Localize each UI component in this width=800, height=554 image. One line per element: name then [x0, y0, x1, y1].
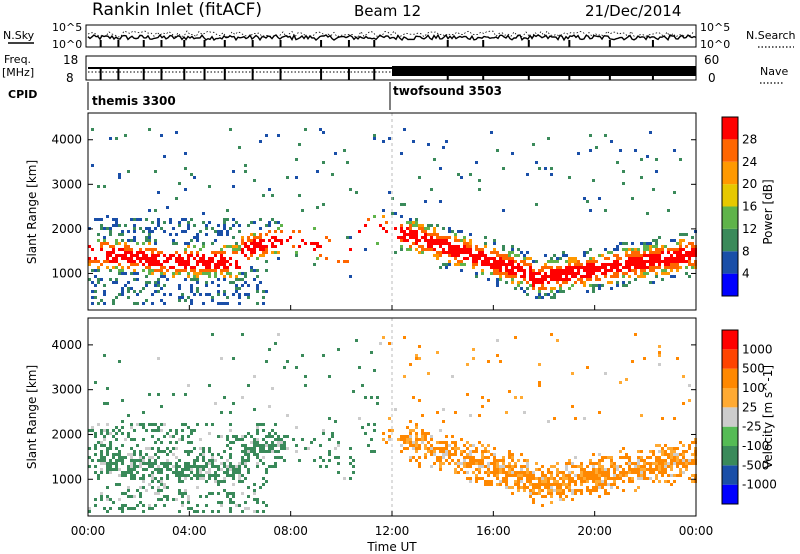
nave-label: Nave	[760, 65, 788, 78]
y-tick-label: 3000	[51, 177, 82, 191]
colorbar-tick-label: 20	[742, 177, 757, 191]
colorbar-swatch	[722, 161, 738, 185]
beam-label: Beam 12	[354, 2, 421, 20]
y-tick-label: 1000	[51, 266, 82, 280]
power-panel: 1000 2000 3000 4000 Slant Range [km] 4 8 12 16…	[25, 112, 775, 311]
cpid-row: CPID themis 3300 twofsound 3503	[8, 82, 502, 110]
nsky-panel: N.Sky 10^5 10^0 10^5 10^0 N.Search	[3, 21, 796, 51]
colorbar-tick-label: -500	[742, 458, 769, 472]
power-y-axis: 1000 2000 3000 4000	[51, 133, 696, 280]
nsky-tick-top: 10^5	[52, 21, 82, 34]
x-tick-label: 00:00	[679, 524, 714, 538]
colorbar-swatch	[722, 139, 738, 162]
power-ylabel: Slant Range [km]	[25, 160, 39, 264]
colorbar-tick-label: 4	[742, 267, 750, 281]
velocity-colorbar: 1000 500 100 25 -25 -100 -500 -1000	[721, 329, 777, 505]
cpid-mode-1: themis 3300	[92, 94, 176, 108]
station-title: Rankin Inlet (fitACF)	[92, 0, 262, 20]
colorbar-swatch	[722, 117, 738, 140]
nsky-tick-bottom: 10^0	[52, 38, 82, 51]
colorbar-tick-label: 28	[742, 132, 757, 146]
colorbar-swatch	[722, 349, 738, 369]
colorbar-tick-label: 8	[742, 244, 750, 258]
nsearch-tick-bottom: 10^0	[700, 38, 730, 51]
colorbar-swatch	[722, 184, 738, 207]
velocity-colorbar-label: Velocity [m s^-1]	[761, 365, 775, 469]
velocity-panel: 1000 2000 3000 4000 Slant Range [km] 1000 50…	[25, 317, 777, 517]
colorbar-swatch	[722, 388, 738, 408]
x-tick-label: 20:00	[577, 524, 612, 538]
colorbar-tick-label: -1000	[742, 478, 777, 492]
y-tick-label: 3000	[51, 383, 82, 397]
colorbar-tick-label: 24	[742, 155, 757, 169]
colorbar-tick-label: 25	[742, 400, 757, 414]
freq-tick-top: 18	[63, 53, 78, 67]
x-tick-label: 12:00	[375, 524, 410, 538]
colorbar-tick-label: 1000	[742, 342, 773, 356]
colorbar-swatch	[722, 484, 738, 504]
power-colorbar: 4 8 12 16 20 24 28	[721, 116, 757, 297]
cpid-label: CPID	[8, 88, 37, 101]
power-colorbar-label: Power [dB]	[761, 179, 775, 244]
x-tick-label: 00:00	[71, 524, 106, 538]
nsky-trace	[87, 30, 697, 47]
nave-tick-bottom: 0	[708, 71, 716, 85]
colorbar-swatch	[722, 206, 738, 229]
y-tick-label: 4000	[51, 338, 82, 352]
colorbar-tick-label: -25	[742, 420, 762, 434]
freq-unit: [MHz]	[2, 66, 34, 79]
date-label: 21/Dec/2014	[585, 2, 681, 20]
x-tick-label: 04:00	[172, 524, 207, 538]
y-tick-label: 1000	[51, 472, 82, 486]
nsearch-label: N.Search	[746, 29, 796, 42]
colorbar-swatch	[722, 446, 738, 466]
nsearch-tick-top: 10^5	[700, 21, 730, 34]
time-x-axis: 00:00 04:00 08:00 12:00 16:00 20:00 00:00	[71, 305, 714, 538]
colorbar-tick-label: 12	[742, 222, 757, 236]
colorbar-swatch	[722, 465, 738, 485]
colorbar-tick-label: 500	[742, 362, 765, 376]
y-tick-label: 4000	[51, 133, 82, 147]
colorbar-swatch	[722, 273, 738, 296]
colorbar-swatch	[722, 330, 738, 350]
x-tick-label: 16:00	[476, 524, 511, 538]
y-tick-label: 2000	[51, 222, 82, 236]
freq-nave-panel: Freq. [MHz] 18 8 60 0 Nave	[2, 53, 788, 85]
y-tick-label: 2000	[51, 427, 82, 441]
freq-label: Freq.	[4, 53, 31, 66]
colorbar-tick-label: -100	[742, 439, 769, 453]
colorbar-swatch	[722, 426, 738, 446]
nave-tick-top: 60	[704, 53, 719, 67]
colorbar-swatch	[722, 407, 738, 427]
xaxis-label: Time UT	[366, 540, 417, 554]
colorbar-swatch	[722, 228, 738, 252]
freq-tick-bottom: 8	[66, 71, 74, 85]
colorbar-swatch	[722, 251, 738, 274]
nsky-label: N.Sky	[3, 29, 35, 42]
colorbar-swatch	[722, 368, 738, 388]
x-tick-label: 08:00	[273, 524, 308, 538]
velocity-ylabel: Slant Range [km]	[25, 365, 39, 469]
velocity-heatmap	[88, 318, 697, 516]
power-heatmap	[88, 113, 697, 310]
freq-trace	[88, 66, 696, 80]
colorbar-tick-label: 100	[742, 381, 765, 395]
cpid-mode-2: twofsound 3503	[393, 84, 502, 98]
velocity-y-axis: 1000 2000 3000 4000	[51, 338, 696, 486]
colorbar-tick-label: 16	[742, 200, 757, 214]
